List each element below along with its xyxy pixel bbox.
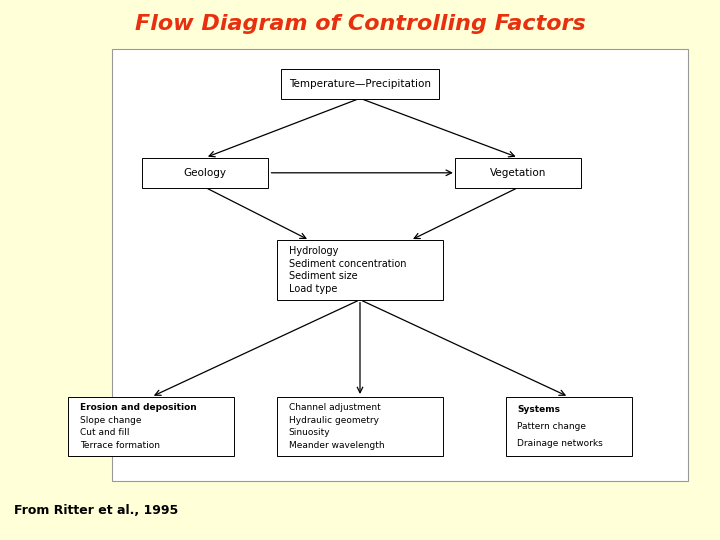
Text: Hydraulic geometry: Hydraulic geometry	[289, 416, 379, 425]
Text: Sinuosity: Sinuosity	[289, 428, 330, 437]
Bar	[277, 240, 443, 300]
Text: Channel adjustment: Channel adjustment	[289, 403, 380, 412]
Bar	[455, 158, 582, 187]
Bar	[505, 397, 632, 456]
Text: Geology: Geology	[184, 168, 227, 178]
Text: Hydrology: Hydrology	[289, 246, 338, 256]
Text: From Ritter et al., 1995: From Ritter et al., 1995	[14, 504, 179, 517]
Text: Terrace formation: Terrace formation	[80, 441, 160, 450]
Text: Cut and fill: Cut and fill	[80, 428, 130, 437]
Text: Vegetation: Vegetation	[490, 168, 546, 178]
Bar	[112, 49, 688, 481]
Text: Load type: Load type	[289, 284, 337, 294]
Bar	[68, 397, 234, 456]
Text: Drainage networks: Drainage networks	[518, 439, 603, 448]
Text: Pattern change: Pattern change	[518, 422, 586, 431]
Text: Sediment size: Sediment size	[289, 271, 357, 281]
Bar	[142, 158, 268, 187]
Text: Sediment concentration: Sediment concentration	[289, 259, 406, 269]
Text: Slope change: Slope change	[80, 416, 141, 425]
Bar	[277, 397, 443, 456]
Text: Systems: Systems	[518, 405, 560, 414]
Bar	[281, 69, 439, 98]
Text: Flow Diagram of Controlling Factors: Flow Diagram of Controlling Factors	[135, 14, 585, 35]
Text: Erosion and deposition: Erosion and deposition	[80, 403, 197, 412]
Text: Meander wavelength: Meander wavelength	[289, 441, 384, 450]
Text: Temperature—Precipitation: Temperature—Precipitation	[289, 79, 431, 89]
